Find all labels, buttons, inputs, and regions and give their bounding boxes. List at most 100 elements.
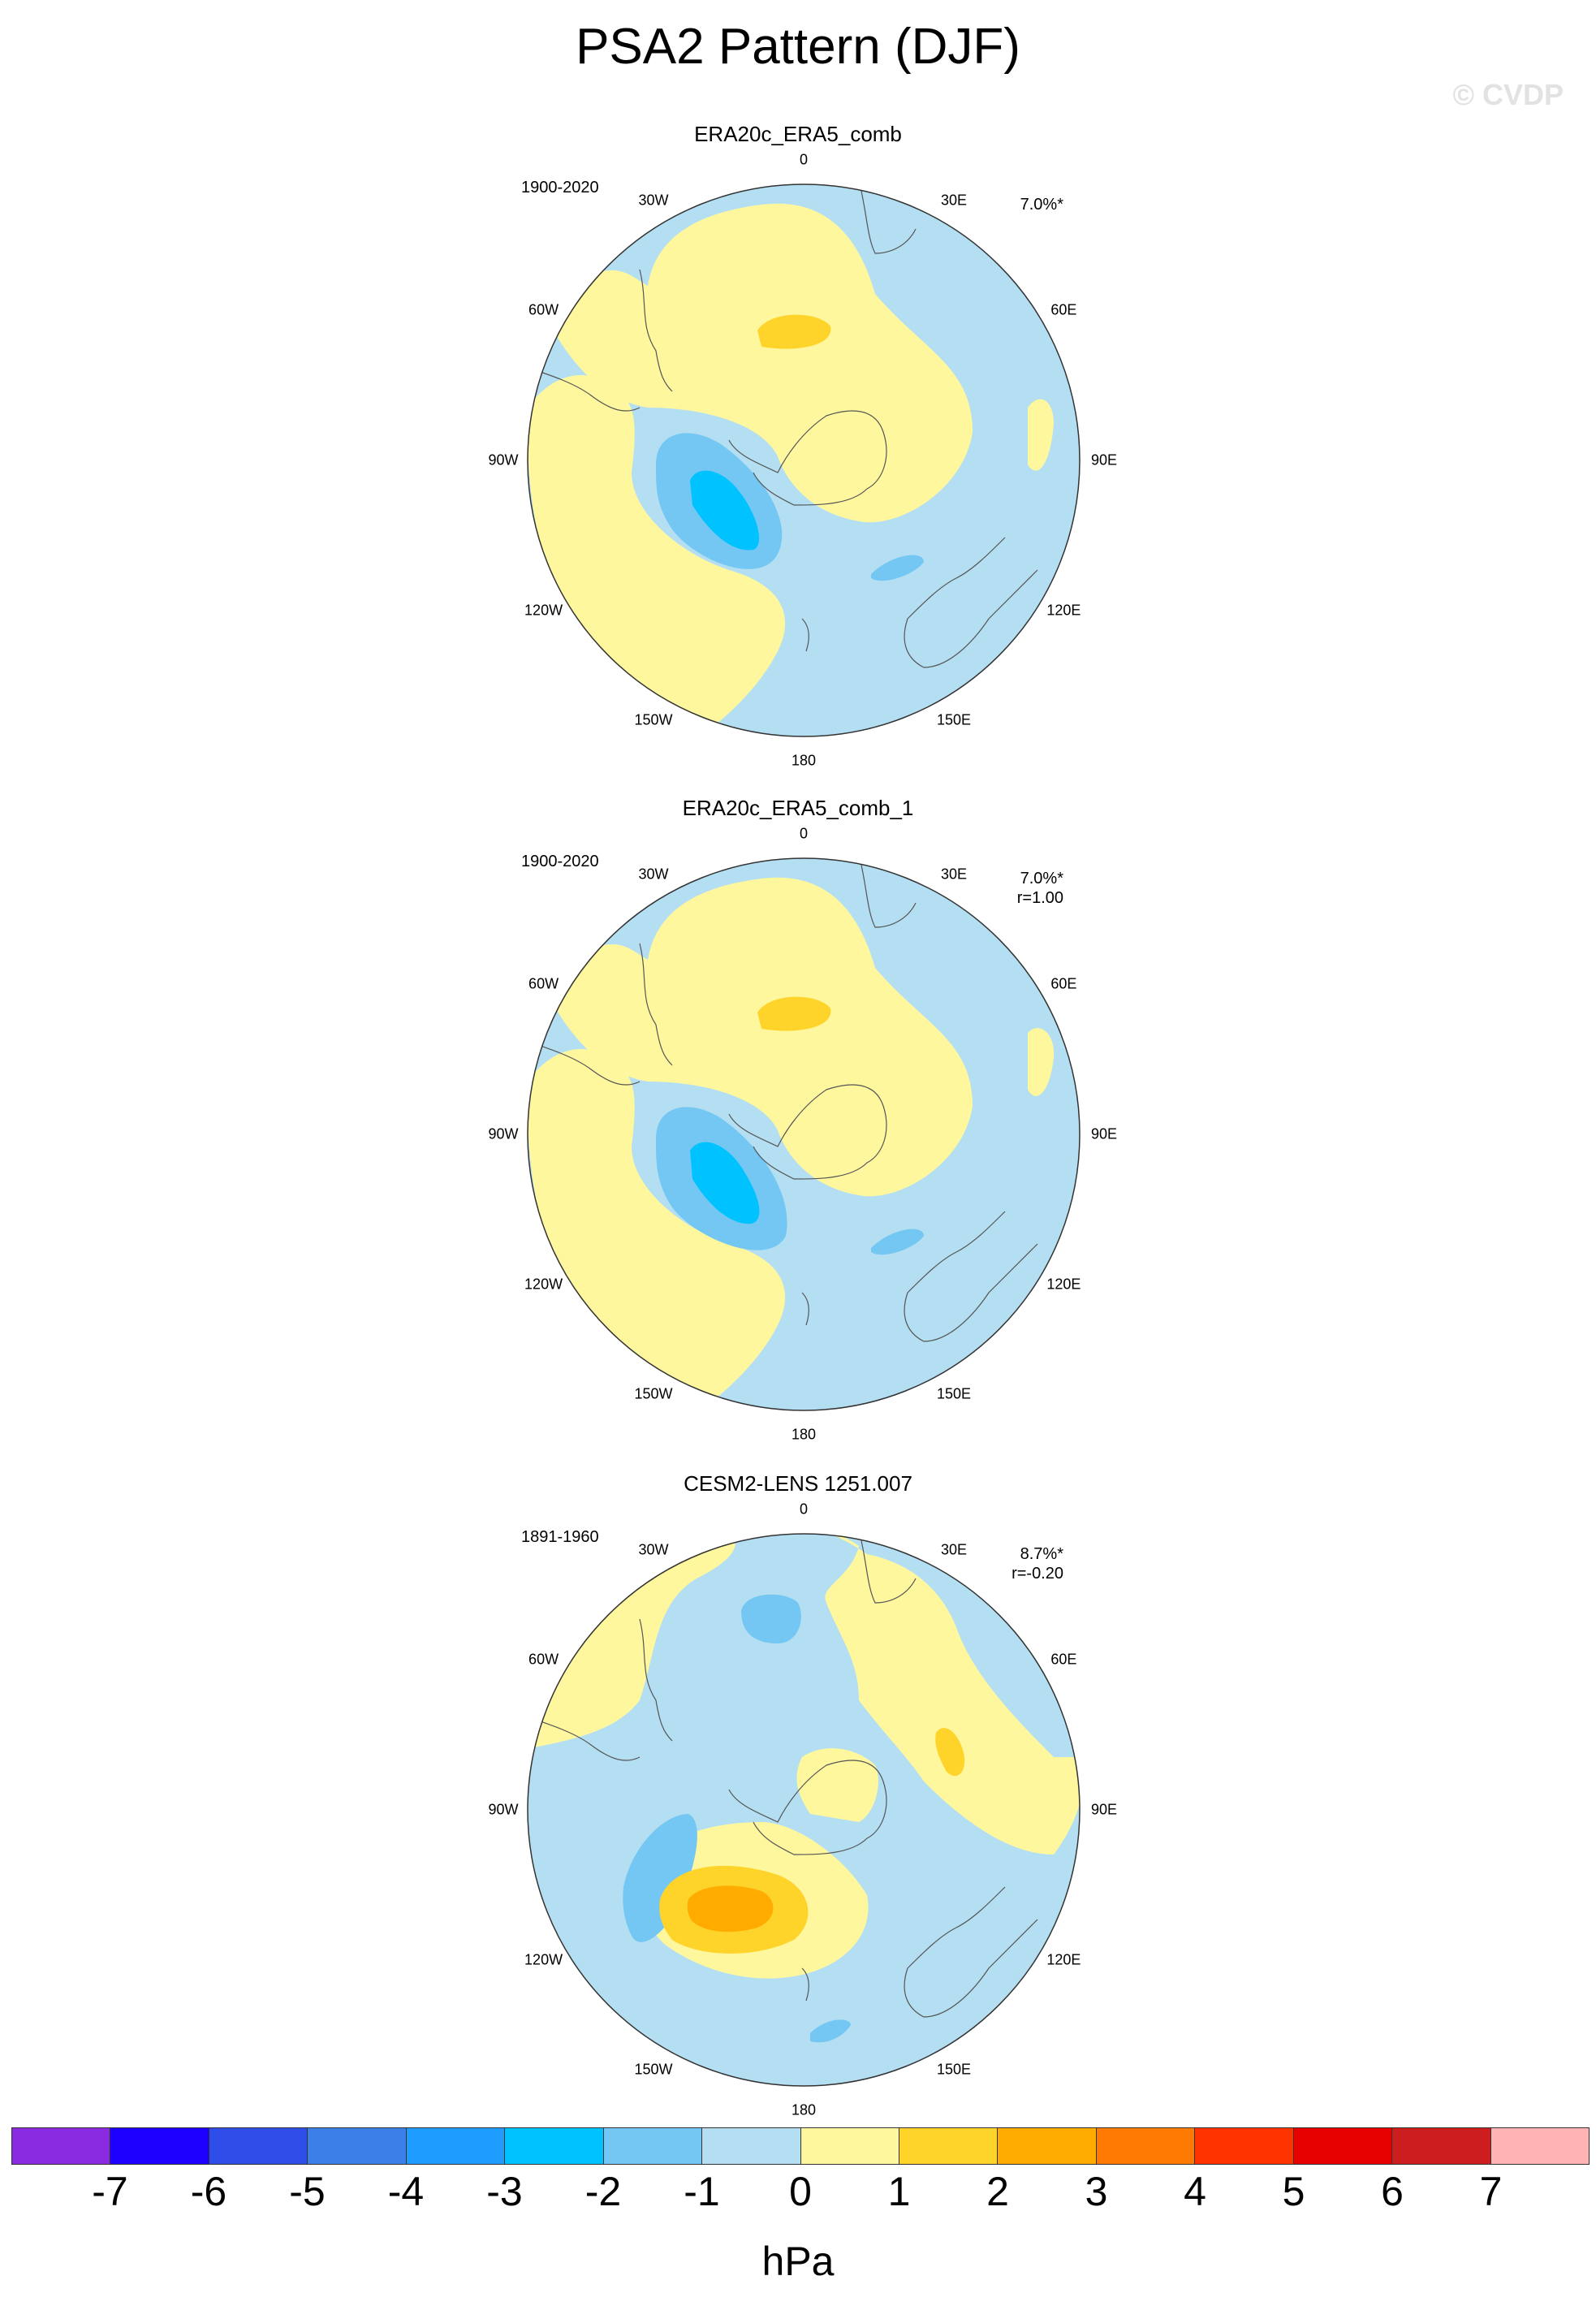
longitude-label: 120E: [1046, 602, 1081, 619]
panel-title: CESM2-LENS 1251.007: [684, 1471, 912, 1496]
contour-region-pos1: [528, 1534, 735, 1749]
coastline: [858, 858, 917, 928]
contour-region-neg2: [871, 555, 924, 581]
panel-title: ERA20c_ERA5_comb: [694, 122, 902, 146]
contour-region-neg2: [623, 1814, 697, 1942]
colorbar-swatch: [209, 2128, 308, 2164]
contour-region-neg2: [871, 1229, 924, 1255]
colorbar-tick-label: 4: [1184, 2169, 1206, 2214]
longitude-label: 180: [791, 2101, 817, 2118]
coastline: [528, 1040, 641, 1086]
coastline: [904, 537, 1038, 668]
figure-title: PSA2 Pattern (DJF): [576, 19, 1020, 75]
contour-region-pos1: [1028, 399, 1054, 471]
longitude-label: 120E: [1046, 1951, 1081, 1968]
longitude-label: 90W: [488, 1125, 519, 1142]
longitude-label: 150E: [936, 1385, 972, 1402]
longitude-label: 150E: [936, 711, 972, 728]
longitude-label: 60W: [528, 1651, 559, 1668]
colorbar-swatch: [998, 2128, 1097, 2164]
contour-region-pos2: [935, 1728, 965, 1777]
longitude-label: 150W: [634, 711, 673, 728]
map-border: [527, 857, 1081, 1411]
longitude-label: 30E: [940, 1541, 968, 1558]
polar-map: [527, 1533, 1081, 2087]
contour-region-pos1: [1028, 1028, 1055, 1096]
coastline: [904, 1886, 1038, 2018]
contour-region-pos3: [687, 1885, 774, 1932]
panel-title: ERA20c_ERA5_comb_1: [682, 796, 914, 820]
longitude-label: 30W: [638, 192, 669, 209]
polar-map: [527, 184, 1081, 737]
colorbar-swatch: [800, 2128, 899, 2164]
panel-period: 1900-2020: [521, 179, 599, 196]
contour-region-neg3: [690, 470, 760, 551]
colorbar-tick-label: -6: [190, 2169, 227, 2214]
colorbar: [11, 2127, 1590, 2165]
longitude-label: 90W: [488, 451, 519, 469]
contour-region-pos1: [542, 877, 973, 1197]
colorbar-swatch: [1293, 2128, 1393, 2164]
map-border: [527, 1533, 1081, 2087]
panel-stats: 8.7%* r=-0.20: [974, 1544, 1063, 1583]
coastline: [528, 1716, 641, 1761]
panel-period: 1891-1960: [521, 1528, 599, 1546]
colorbar-swatch: [603, 2128, 703, 2164]
colorbar-tick-label: -7: [92, 2169, 128, 2214]
coastline: [801, 1967, 809, 2002]
colorbar-swatch: [702, 2128, 801, 2164]
longitude-label: 120E: [1046, 1276, 1081, 1293]
contour-region-pos1: [721, 1534, 1080, 1855]
colorbar-tick-label: -3: [486, 2169, 523, 2214]
panel-period: 1900-2020: [521, 853, 599, 870]
longitude-label: 60W: [528, 301, 559, 318]
contour-region-pos2: [757, 996, 831, 1031]
longitude-label: 120W: [524, 1276, 563, 1293]
colorbar-swatch: [1490, 2128, 1589, 2164]
coastline: [801, 618, 809, 652]
colorbar-tick-label: -4: [387, 2169, 425, 2214]
longitude-label: 0: [799, 1501, 809, 1518]
contour-region-neg3: [690, 1142, 760, 1224]
contour-region-neg2: [810, 2019, 851, 2043]
coastline: [728, 1084, 887, 1180]
longitude-label: 120W: [524, 1951, 563, 1968]
colorbar-tick-label: 3: [1085, 2169, 1108, 2214]
panel-correlation: r=1.00: [1016, 889, 1063, 907]
colorbar-swatch: [12, 2128, 111, 2164]
longitude-label: 30E: [940, 866, 968, 883]
longitude-label: 0: [799, 151, 809, 168]
colorbar-swatch: [406, 2128, 506, 2164]
longitude-label: 30W: [638, 1541, 669, 1558]
map-border: [527, 184, 1081, 737]
coastline: [639, 269, 673, 392]
longitude-label: 60W: [528, 975, 559, 992]
longitude-label: 90E: [1090, 451, 1118, 469]
panel-variance-explained: 7.0%*: [1020, 196, 1063, 214]
panel-variance-explained: 7.0%*: [1020, 870, 1063, 887]
coastline: [904, 1211, 1038, 1342]
map-panel-2: ERA20c_ERA5_comb_1 1900-2020 7.0%* r=1.00 0 3…: [0, 796, 1596, 1445]
coastline: [639, 943, 673, 1066]
panel-stats: 7.0%*: [974, 195, 1063, 214]
colorbar-tick-label: -1: [684, 2169, 720, 2214]
longitude-label: 150E: [936, 2061, 972, 2078]
longitude-label: 30W: [638, 866, 669, 883]
coastline: [728, 1760, 887, 1855]
colorbar-tick-label: 5: [1282, 2169, 1305, 2214]
colorbar-swatch: [308, 2128, 407, 2164]
colorbar-swatch: [1392, 2128, 1491, 2164]
colorbar-tick-label: -2: [584, 2169, 622, 2214]
panel-stats: 7.0%* r=1.00: [974, 869, 1063, 908]
contour-region-pos1: [542, 203, 973, 523]
coastline: [728, 410, 887, 506]
polar-map: [527, 857, 1081, 1411]
contour-region-pos2: [757, 314, 831, 349]
colorbar-swatch: [110, 2128, 209, 2164]
longitude-label: 90E: [1090, 1125, 1118, 1142]
coastline: [858, 184, 917, 254]
longitude-label: 60E: [1050, 301, 1077, 318]
panel-correlation: r=-0.20: [1012, 1565, 1063, 1583]
longitude-label: 180: [791, 1426, 817, 1443]
coastline: [801, 1292, 809, 1326]
